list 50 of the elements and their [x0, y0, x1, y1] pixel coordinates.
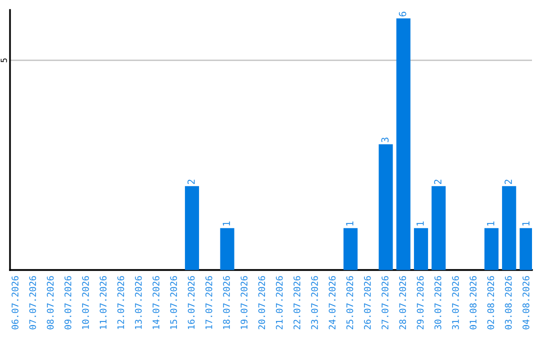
data-label: 3 — [381, 138, 389, 142]
x-tick-label: 26.07.2026 — [364, 276, 371, 330]
x-tick-label: 09.07.2026 — [64, 276, 72, 330]
data-label: 2 — [504, 180, 512, 184]
x-tick-label: 20.07.2026 — [258, 276, 266, 330]
x-tick-label: 02.08.2026 — [487, 276, 494, 330]
data-label: 1 — [522, 221, 530, 226]
x-tick-label: 28.07.2026 — [399, 276, 406, 330]
bar — [432, 186, 446, 270]
x-tick-label: 08.07.2026 — [46, 276, 54, 330]
bar — [378, 144, 393, 270]
bar — [414, 228, 428, 270]
x-tick-label: 25.07.2026 — [346, 276, 354, 330]
y-tick-label: 5 — [0, 58, 7, 62]
x-tick-label: 31.07.2026 — [452, 276, 459, 330]
bar — [502, 186, 516, 270]
x-tick-label: 14.07.2026 — [152, 276, 160, 329]
data-label: 2 — [187, 180, 195, 184]
data-label: 6 — [398, 12, 406, 16]
data-label: 1 — [346, 221, 354, 226]
bar — [396, 18, 410, 270]
bar — [220, 228, 234, 270]
x-tick-label: 12.07.2026 — [117, 276, 124, 329]
x-tick-label: 29.07.2026 — [416, 276, 424, 330]
bar — [184, 186, 200, 270]
x-tick-label: 21.07.2026 — [276, 276, 283, 330]
x-tick-label: 19.07.2026 — [240, 276, 248, 329]
data-label: 1 — [487, 221, 494, 226]
x-tick-label: 07.07.2026 — [29, 276, 36, 330]
x-tick-label: 22.07.2026 — [294, 276, 300, 330]
data-label: 1 — [222, 221, 230, 226]
data-label: 2 — [434, 180, 442, 184]
x-tick-label: 06.07.2026 — [12, 276, 18, 330]
x-tick-label: 30.07.2026 — [434, 276, 442, 330]
x-tick-label: 11.07.2026 — [100, 276, 107, 329]
x-tick-label: 13.07.2026 — [134, 276, 142, 329]
x-tick-label: 18.07.2026 — [223, 276, 230, 329]
x-tick-label: 23.07.2026 — [311, 276, 318, 330]
x-tick-label: 16.07.2026 — [188, 276, 195, 329]
x-tick-label: 27.07.2026 — [382, 276, 388, 330]
data-label: 1 — [416, 221, 424, 226]
bar — [343, 228, 358, 270]
x-tick-label: 15.07.2026 — [170, 276, 178, 329]
x-tick-label: 10.07.2026 — [82, 276, 89, 329]
x-tick-label: 24.07.2026 — [328, 276, 336, 330]
x-tick-label: 04.08.2026 — [522, 276, 530, 330]
x-tick-label: 03.08.2026 — [504, 276, 512, 330]
x-tick-label: 01.08.2026 — [470, 276, 477, 330]
bar — [484, 228, 499, 270]
x-tick-label: 17.07.2026 — [205, 276, 212, 329]
